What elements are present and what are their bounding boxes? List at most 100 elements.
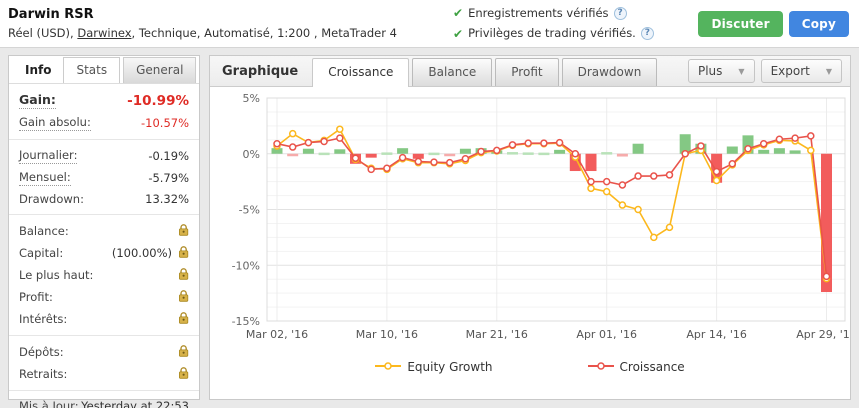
growth-chart: 5% 0% -5% -10% -15%Mar 02, '16 Mar 10, '16 Mar… <box>232 92 850 341</box>
bar <box>538 152 550 156</box>
y-axis-label: 5% <box>243 92 260 105</box>
data-point <box>320 137 328 146</box>
data-point <box>618 201 627 209</box>
chart-tabs: Croissance Balance Profit Drawdown <box>312 57 660 87</box>
tab-profit[interactable]: Profit <box>495 58 559 86</box>
bar <box>601 152 613 155</box>
title-block: Darwin RSR Réel (USD), Darwinex, Techniq… <box>8 7 453 39</box>
tab-drawdown[interactable]: Drawdown <box>561 58 658 86</box>
data-point <box>493 146 501 155</box>
data-point <box>508 141 517 149</box>
lock-icon <box>178 311 189 327</box>
bar <box>318 152 330 156</box>
data-point <box>807 146 815 155</box>
stat-value-group <box>178 344 189 360</box>
bar <box>271 148 283 154</box>
stat-label: Mis à Jour: <box>19 399 79 408</box>
data-point <box>398 153 407 162</box>
legend-item-equity-growth[interactable]: Equity Growth <box>375 360 493 374</box>
data-point <box>367 165 375 174</box>
bar <box>789 150 801 154</box>
divider <box>9 390 199 391</box>
bar <box>742 135 754 154</box>
bar <box>773 148 785 154</box>
bar <box>428 152 440 156</box>
divider <box>9 335 199 336</box>
lock-icon <box>178 223 189 239</box>
verification-row: ✔ Privilèges de trading vérifiés. ? <box>453 24 698 44</box>
data-point <box>445 158 454 167</box>
chart-toolbar: Plus ▼ Export ▼ <box>687 59 850 83</box>
broker-link[interactable]: Darwinex <box>77 25 132 40</box>
data-point <box>728 160 737 168</box>
export-dropdown[interactable]: Export ▼ <box>760 59 842 83</box>
plus-dropdown[interactable]: Plus ▼ <box>687 59 755 83</box>
help-icon[interactable]: ? <box>613 6 627 20</box>
data-point <box>555 138 564 147</box>
plot-border <box>266 97 846 322</box>
tab-croissance[interactable]: Croissance <box>312 58 410 87</box>
data-point <box>634 205 642 214</box>
data-point <box>540 139 548 147</box>
header-buttons: Discuter Copy <box>698 10 851 37</box>
bar <box>585 153 597 172</box>
legend-marker-icon <box>375 360 402 374</box>
tab-balance[interactable]: Balance <box>412 58 493 86</box>
sidebar-content: Gain: -10.99% Gain absolu: -10.57% Journalie… <box>9 84 199 408</box>
data-point <box>383 164 391 172</box>
data-point <box>587 177 595 186</box>
lock-icon <box>178 289 189 305</box>
chart-tabbar: Graphique Croissance Balance Profit Drawdow… <box>210 56 850 87</box>
legend-marker-icon <box>587 360 614 374</box>
data-point <box>807 132 815 140</box>
data-point <box>681 150 689 158</box>
bar <box>381 152 393 155</box>
verification-label: Enregistrements vérifiés <box>468 5 609 20</box>
stat-row: Drawdown: 13.32% <box>9 189 199 209</box>
x-axis-label: Apr 14, '16 <box>686 328 747 341</box>
divider <box>9 139 199 140</box>
sidebar-tab-general[interactable]: General <box>123 57 197 83</box>
sidebar-tab-info[interactable]: Info <box>25 63 52 77</box>
stat-label: Balance: <box>19 224 69 238</box>
y-axis-label: 0% <box>243 148 260 161</box>
croissance-markers <box>273 132 831 281</box>
stat-label: Journalier: <box>19 148 78 164</box>
data-point <box>273 139 281 148</box>
discuss-button[interactable]: Discuter <box>698 10 783 37</box>
bar <box>412 153 424 159</box>
stat-value: -10.57% <box>141 116 189 130</box>
bar <box>569 153 581 172</box>
bar <box>397 148 409 154</box>
stat-value-group: -0.19% <box>148 149 189 163</box>
copy-button[interactable]: Copy <box>788 10 849 37</box>
stat-row: Gain: -10.99% <box>9 89 199 112</box>
verification-label: Privilèges de trading vérifiés. <box>468 25 636 40</box>
header: Darwin RSR Réel (USD), Darwinex, Techniq… <box>0 0 859 48</box>
divider <box>9 214 199 215</box>
help-icon[interactable]: ? <box>640 27 654 41</box>
data-point <box>602 177 611 186</box>
bar <box>758 149 770 154</box>
legend-item-croissance[interactable]: Croissance <box>587 360 685 374</box>
stat-row: Balance: <box>9 220 199 242</box>
subtitle-suffix: , Technique, Automatisé, 1:200 , MetaTra… <box>131 25 397 40</box>
stat-value-group <box>178 366 189 382</box>
data-point <box>618 181 627 189</box>
verification-row: ✔ Enregistrements vérifiés ? <box>453 3 698 23</box>
y-axis-label: -10% <box>232 259 260 272</box>
data-point <box>697 142 705 150</box>
stat-value: Yesterday at 22:53 <box>81 399 189 408</box>
stat-row: Mis à Jour: Yesterday at 22:53 <box>9 396 199 408</box>
stat-value-group <box>178 223 189 239</box>
stats-sidebar: Info Stats General Gain: -10.99% Gain absolu… <box>8 55 200 408</box>
bar <box>726 146 738 154</box>
stat-value-group: -5.79% <box>148 171 189 185</box>
sidebar-tabs: Info Stats General <box>9 56 199 84</box>
x-axis-label: Mar 21, '16 <box>466 328 528 341</box>
page-title: Darwin RSR <box>8 7 94 23</box>
data-point <box>304 138 313 147</box>
data-point <box>461 155 470 163</box>
sidebar-tab-stats[interactable]: Stats <box>63 57 121 83</box>
x-axis-label: Apr 29, '16 <box>796 328 850 341</box>
